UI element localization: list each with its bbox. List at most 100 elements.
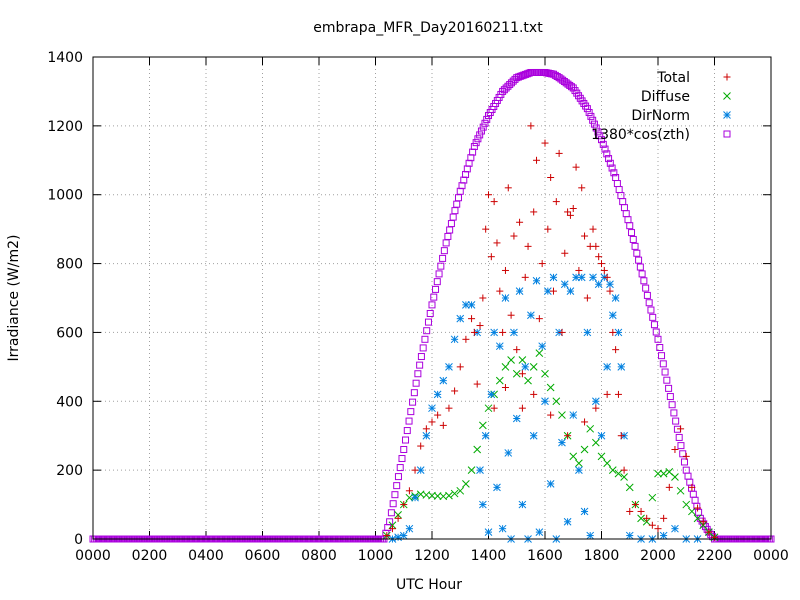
data-point: [677, 442, 685, 450]
data-point: [635, 256, 643, 264]
data-point: [603, 363, 612, 371]
data-point: [614, 390, 622, 398]
data-point: [512, 369, 521, 378]
data-point: [428, 404, 436, 413]
data-point: [504, 184, 512, 192]
data-point: [583, 294, 591, 302]
data-point: [599, 140, 607, 148]
data-point: [535, 315, 543, 323]
data-point: [666, 393, 674, 401]
data-point: [611, 294, 620, 302]
data-point: [665, 384, 673, 392]
chart-title: embrapa_MFR_Day20160211.txt: [313, 20, 543, 36]
data-point: [615, 186, 623, 194]
data-point: [695, 508, 703, 516]
data-point: [394, 473, 402, 481]
data-point: [603, 390, 611, 398]
data-point: [535, 528, 544, 536]
data-point: [482, 225, 490, 233]
data-point: [547, 411, 555, 419]
x-tick-label: 0200: [132, 548, 168, 564]
data-point: [405, 417, 413, 425]
data-point: [435, 270, 443, 278]
data-point: [527, 122, 535, 130]
data-point: [440, 247, 448, 255]
data-point: [485, 191, 492, 199]
data-point: [527, 311, 535, 320]
data-point: [603, 273, 611, 281]
axes-layer: 0000 0200 0400 0600 0800 1000 1200 1400 1600 1800…: [47, 50, 788, 564]
data-point: [575, 466, 583, 474]
data-point: [594, 280, 603, 289]
data-point: [445, 363, 453, 371]
data-point: [682, 500, 691, 509]
data-point: [654, 525, 662, 533]
data-point: [484, 528, 493, 536]
data-point: [398, 455, 406, 463]
data-point: [468, 315, 476, 323]
data-point: [624, 216, 632, 224]
legend-label: 1380*cos(zth): [591, 127, 690, 143]
data-point: [606, 159, 614, 167]
data-point: [402, 436, 410, 444]
data-point: [504, 449, 513, 457]
data-point: [462, 335, 470, 343]
data-point: [456, 314, 465, 323]
data-point: [689, 490, 697, 498]
data-point: [476, 322, 484, 330]
data-point: [412, 379, 420, 387]
data-point: [569, 204, 577, 212]
data-point: [643, 514, 651, 522]
data-point: [388, 525, 396, 533]
data-point: [563, 517, 572, 526]
data-point: [410, 389, 418, 397]
x-tick-label: 1600: [527, 548, 563, 564]
data-point: [558, 411, 566, 419]
data-point: [610, 169, 618, 177]
data-point: [405, 493, 414, 502]
data-point: [445, 491, 453, 500]
data-point: [583, 105, 591, 113]
data-point: [553, 73, 561, 81]
data-point: [580, 507, 589, 516]
data-point: [583, 328, 592, 337]
data-point: [447, 220, 455, 228]
data-point: [658, 352, 666, 360]
data-point: [470, 143, 478, 151]
data-point: [617, 363, 626, 371]
data-point: [600, 266, 608, 274]
data-point: [409, 398, 417, 406]
data-point: [707, 530, 715, 538]
y-tick-label: 600: [56, 325, 83, 341]
data-point: [533, 156, 541, 164]
data-point: [597, 431, 606, 440]
data-point: [529, 363, 538, 371]
data-point: [393, 482, 401, 490]
data-point: [423, 327, 431, 335]
data-point: [501, 294, 510, 302]
data-point: [474, 135, 482, 143]
grid-layer: [93, 57, 771, 539]
data-point: [628, 229, 636, 237]
data-point: [481, 119, 489, 127]
data-point: [513, 346, 521, 354]
data-point: [387, 509, 395, 517]
data-point: [450, 489, 459, 498]
data-point: [495, 342, 504, 351]
data-point: [617, 432, 625, 440]
data-point: [654, 335, 662, 343]
data-point: [649, 313, 657, 321]
data-point: [473, 445, 482, 454]
data-point: [516, 72, 524, 80]
legend: Total Diffuse DirNorm 1380*cos(zth): [591, 70, 731, 143]
data-point: [496, 287, 504, 295]
data-point: [433, 390, 442, 399]
data-point: [516, 218, 524, 226]
data-point: [612, 346, 620, 354]
data-point: [549, 273, 558, 282]
data-point: [493, 239, 501, 247]
data-point: [535, 349, 544, 357]
data-point: [520, 71, 528, 79]
data-point: [518, 356, 527, 364]
x-tick-label: 0400: [188, 548, 224, 564]
